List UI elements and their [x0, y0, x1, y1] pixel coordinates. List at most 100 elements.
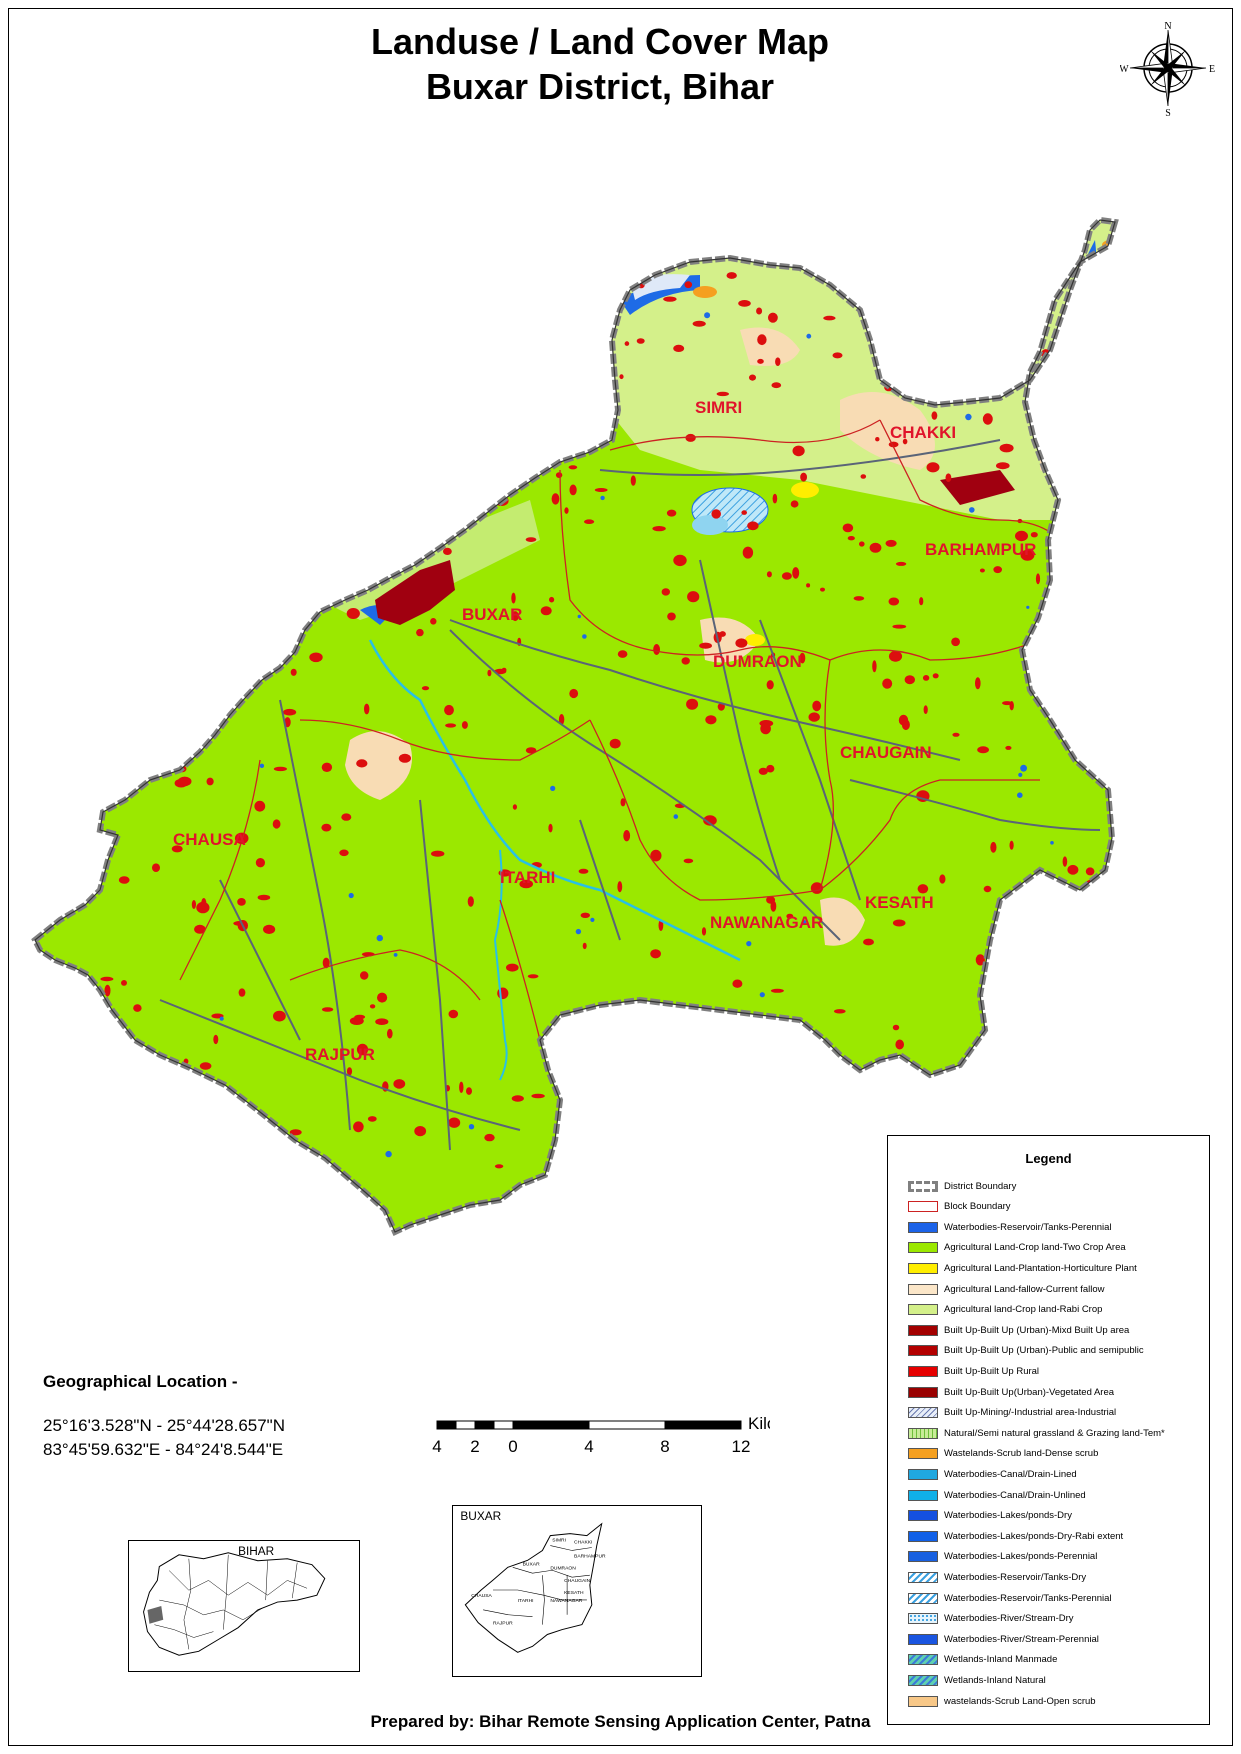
rural-settlement: [159, 383, 165, 389]
rural-settlement: [939, 874, 946, 884]
pond: [759, 992, 765, 998]
rural-settlement: [952, 732, 960, 737]
fallow-patch: [740, 327, 800, 366]
north-arrow-icon: N S W E: [1120, 21, 1215, 116]
rural-settlement: [252, 359, 259, 372]
rural-settlement: [663, 296, 677, 302]
map-title: Landuse / Land Cover Map: [370, 21, 830, 62]
pond: [468, 1124, 475, 1130]
urban-builtup: [940, 470, 1015, 505]
rural-settlement: [273, 766, 287, 772]
geo-location-heading: Geographical Location -: [43, 1372, 238, 1391]
rural-settlement: [1048, 955, 1057, 966]
pond: [219, 1016, 224, 1021]
legend-item: Waterbodies-River/Stream-Perennial: [908, 1631, 1099, 1647]
rural-settlement: [537, 322, 549, 332]
rural-settlement: [97, 1001, 103, 1012]
rural-settlement: [904, 675, 915, 685]
pond: [237, 398, 242, 404]
scale-tick: 2: [470, 1437, 479, 1456]
rural-settlement: [1020, 549, 1035, 561]
rural-settlement: [101, 1015, 108, 1021]
rural-settlement: [1067, 723, 1075, 731]
rural-settlement: [354, 1014, 366, 1020]
rural-settlement: [820, 587, 825, 592]
rural-settlement: [203, 561, 217, 570]
rural-settlement: [799, 652, 806, 664]
legend-swatch: [908, 1407, 938, 1419]
rural-settlement: [249, 328, 256, 336]
legend-label: Built Up-Built Up Rural: [944, 1365, 1040, 1377]
rural-settlement: [319, 385, 330, 390]
pond: [459, 334, 467, 342]
legend-item: Natural/Semi natural grassland & Grazing…: [908, 1425, 1165, 1441]
rural-settlement: [525, 747, 537, 754]
rural-settlement: [859, 541, 865, 547]
rural-settlement: [494, 1164, 504, 1169]
pond: [169, 437, 175, 443]
rural-settlement: [513, 364, 520, 370]
urban-builtup-buxar: [375, 560, 455, 625]
legend-item: Wastelands-Scrub land-Dense scrub: [908, 1446, 1098, 1462]
pond: [385, 1150, 392, 1158]
rural-settlement: [254, 800, 266, 812]
scale-tick: 0: [508, 1437, 517, 1456]
legend-swatch: [908, 1468, 938, 1480]
rural-settlement: [619, 374, 624, 380]
rural-settlement: [238, 394, 244, 400]
inset-block-chausa: CHAUSA: [471, 1593, 492, 1599]
legend-swatch: [908, 1201, 938, 1213]
rural-settlement: [1030, 532, 1038, 538]
inset-block-simri: SIMRI: [552, 1538, 566, 1544]
rural-settlement: [661, 588, 670, 596]
rural-settlement: [506, 963, 519, 972]
rural-settlement: [243, 526, 251, 537]
rural-settlement: [999, 443, 1014, 453]
inset-block-kesath: KESATH: [564, 1590, 584, 1596]
rural-settlement: [73, 515, 82, 523]
legend-item: wastelands-Scrub Land-Open scrub: [908, 1693, 1096, 1709]
rural-settlement: [120, 567, 131, 579]
legend-swatch: [908, 1365, 938, 1377]
rural-settlement: [582, 942, 587, 950]
scale-tick: 12: [732, 1437, 751, 1456]
legend-label: Waterbodies-River/Stream-Perennial: [944, 1633, 1099, 1645]
rural-settlement: [252, 295, 260, 306]
rural-settlement: [291, 493, 302, 506]
rural-settlement: [926, 462, 940, 473]
inset-block-nawanagar: NAWANAGAR: [550, 1598, 582, 1604]
rural-settlement: [497, 987, 509, 1000]
rural-settlement: [983, 885, 992, 893]
rural-settlement: [919, 597, 924, 606]
rural-settlement: [719, 631, 726, 637]
rural-settlement: [356, 759, 368, 768]
rural-settlement: [338, 501, 352, 512]
rural-settlement: [1037, 991, 1050, 999]
legend-label: Agricultural land-Crop land-Rabi Crop: [944, 1304, 1103, 1316]
rural-settlement: [1069, 960, 1084, 971]
rural-settlement: [93, 1136, 99, 1143]
rural-settlement: [569, 1172, 576, 1181]
rural-settlement: [723, 1046, 737, 1054]
rural-settlement: [580, 912, 590, 918]
block-label-buxar: BUXAR: [462, 605, 522, 624]
rural-settlement: [982, 413, 993, 425]
legend-label: Waterbodies-Lakes/ponds-Perennial: [944, 1551, 1098, 1563]
pond: [1018, 772, 1023, 778]
rural-settlement: [787, 1147, 800, 1154]
rural-settlement: [375, 1018, 389, 1025]
rural-settlement: [244, 508, 254, 517]
rural-settlement: [236, 1116, 244, 1128]
rural-settlement: [951, 637, 960, 647]
rural-settlement: [684, 281, 693, 289]
rural-settlement: [505, 443, 520, 449]
scale-tick: 4: [432, 1437, 441, 1456]
rural-settlement: [353, 1121, 364, 1133]
scale-tick: 4: [584, 1437, 593, 1456]
rural-settlement: [549, 596, 555, 603]
legend-swatch: [908, 1262, 938, 1274]
inset-block-barhampur: BARHAMPUR: [574, 1553, 606, 1559]
rural-settlement: [869, 542, 882, 553]
rural-settlement: [1075, 902, 1085, 912]
rural-settlement: [453, 469, 465, 474]
